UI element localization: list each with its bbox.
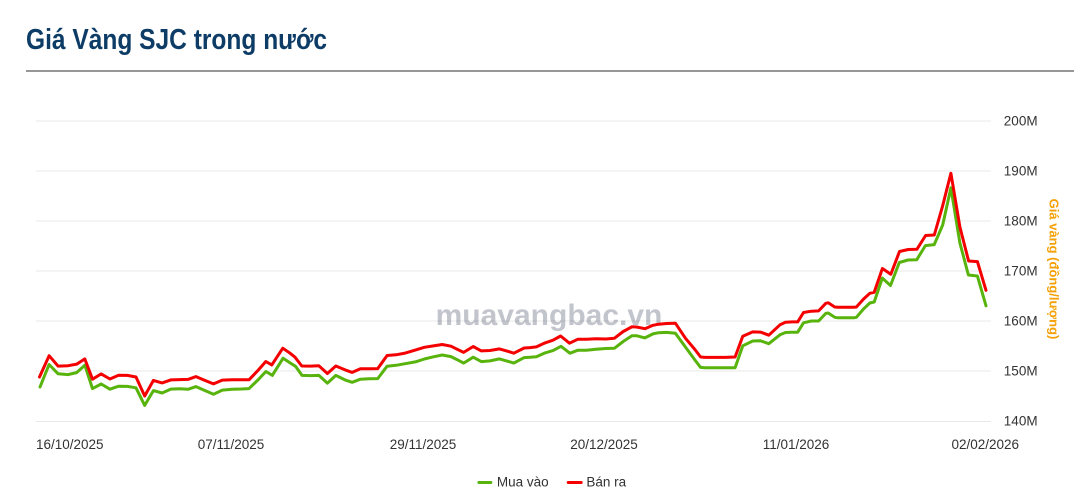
svg-text:02/02/2026: 02/02/2026 <box>952 437 1020 452</box>
svg-text:Bán ra: Bán ra <box>586 475 626 490</box>
svg-text:Mua vào: Mua vào <box>497 475 549 490</box>
svg-text:11/01/2026: 11/01/2026 <box>763 437 830 452</box>
svg-text:190M: 190M <box>1004 163 1038 178</box>
svg-text:20/12/2025: 20/12/2025 <box>570 437 638 452</box>
svg-text:16/10/2025: 16/10/2025 <box>36 437 104 452</box>
svg-text:200M: 200M <box>1004 113 1038 128</box>
svg-text:160M: 160M <box>1004 313 1038 328</box>
svg-text:180M: 180M <box>1004 213 1038 228</box>
svg-text:muavangbac.vn: muavangbac.vn <box>436 299 663 332</box>
svg-text:Giá vàng (đồng/lượng): Giá vàng (đồng/lượng) <box>1047 199 1062 340</box>
svg-text:170M: 170M <box>1004 263 1038 278</box>
svg-text:140M: 140M <box>1004 413 1038 428</box>
svg-text:150M: 150M <box>1004 363 1038 378</box>
svg-text:29/11/2025: 29/11/2025 <box>390 437 457 452</box>
svg-text:07/11/2025: 07/11/2025 <box>198 437 265 452</box>
